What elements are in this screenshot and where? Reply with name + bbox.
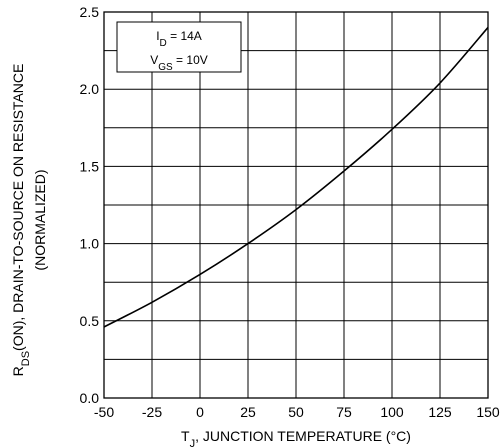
legend-vgs-rest: = 10V bbox=[173, 53, 208, 67]
y-axis-title-normalized: (NORMALIZED) bbox=[32, 169, 48, 270]
plot-frame bbox=[103, 11, 489, 399]
y-tick-label: 2.0 bbox=[80, 81, 100, 97]
y-tick-label: 1.0 bbox=[80, 236, 100, 252]
y-tick-label: 1.5 bbox=[80, 158, 100, 174]
x-axis-title: TJ, JUNCTION TEMPERATURE (°C) bbox=[181, 428, 411, 447]
x-tick-label: 50 bbox=[288, 404, 304, 420]
series-line-rdson bbox=[103, 26, 489, 328]
y-tick-label: 2.5 bbox=[80, 4, 100, 20]
legend-id-main: I bbox=[156, 29, 159, 43]
y-axis-title: RDS(ON), DRAIN-TO-SOURCE ON RESISTANCE bbox=[10, 64, 32, 377]
x-axis-title-rest: , JUNCTION TEMPERATURE (°C) bbox=[195, 428, 411, 444]
x-tick-label: -50 bbox=[94, 404, 114, 420]
legend-box bbox=[116, 21, 242, 73]
y-axis-title-rest: (ON), DRAIN-TO-SOURCE ON RESISTANCE bbox=[10, 64, 26, 351]
x-axis-title-sub: J bbox=[190, 438, 196, 447]
x-tick-label: 0 bbox=[196, 404, 204, 420]
x-tick-label: 75 bbox=[336, 404, 352, 420]
y-axis-title-sub: DS bbox=[20, 351, 32, 366]
x-tick-label: 125 bbox=[428, 404, 452, 420]
x-tick-label: -25 bbox=[142, 404, 162, 420]
legend-vgs-main: V bbox=[150, 53, 158, 67]
legend: ID = 14A VGS = 10V bbox=[116, 21, 242, 73]
x-axis-title-prefix: T bbox=[181, 428, 190, 444]
grid bbox=[103, 11, 489, 399]
x-tick-label: 25 bbox=[240, 404, 256, 420]
legend-id-sub: D bbox=[160, 38, 167, 49]
legend-id-rest: = 14A bbox=[167, 29, 202, 43]
legend-vgs-sub: GS bbox=[158, 62, 173, 73]
y-tick-label: 0.5 bbox=[80, 313, 100, 329]
x-tick-label: 150 bbox=[476, 404, 500, 420]
y-axis-title-prefix: R bbox=[10, 366, 26, 376]
legend-line-vgs: VGS = 10V bbox=[150, 53, 208, 73]
x-tick-label: 100 bbox=[380, 404, 404, 420]
tick-labels: -50 -25 0 25 50 75 100 125 150 0.0 0.5 1.0 1.5 2.0 2.5 bbox=[80, 4, 500, 420]
y-tick-label: 0.0 bbox=[80, 390, 100, 406]
legend-line-id: ID = 14A bbox=[156, 29, 202, 49]
